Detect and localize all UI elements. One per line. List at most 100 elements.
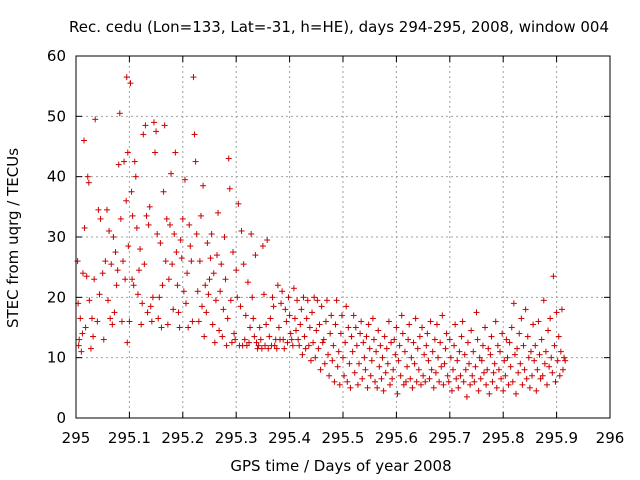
data-point	[92, 116, 99, 123]
data-point	[117, 215, 124, 222]
data-point	[178, 255, 185, 262]
data-point	[264, 237, 271, 244]
data-point	[529, 372, 536, 379]
data-point	[358, 318, 365, 325]
data-point	[209, 321, 216, 328]
data-point	[105, 297, 112, 304]
data-point	[196, 258, 203, 265]
data-point	[111, 309, 118, 316]
data-point	[319, 339, 326, 346]
data-point	[286, 312, 293, 319]
x-tick-label: 295.9	[535, 429, 578, 447]
data-point	[195, 318, 202, 325]
data-point	[184, 270, 191, 277]
data-point	[157, 240, 164, 247]
x-tick-labels: 295 295.1 295.2 295.3 295.4 295.5 295.6 295.7 29…	[62, 429, 625, 447]
x-tick-label: 295.3	[215, 429, 258, 447]
data-point	[392, 351, 399, 358]
data-point	[328, 312, 335, 319]
data-point	[312, 354, 319, 361]
data-point	[507, 363, 514, 370]
data-point	[107, 315, 114, 322]
data-point	[83, 273, 90, 280]
data-point	[321, 360, 328, 367]
data-point	[320, 336, 327, 343]
data-point	[416, 333, 423, 340]
data-point	[379, 354, 386, 361]
data-point	[504, 354, 511, 361]
data-point	[79, 330, 86, 337]
data-point	[242, 312, 249, 319]
data-point	[336, 381, 343, 388]
data-point	[490, 369, 497, 376]
data-point	[221, 234, 228, 240]
data-point	[113, 282, 120, 289]
data-point	[557, 348, 564, 355]
data-point	[375, 327, 382, 334]
data-point	[238, 227, 245, 234]
data-point	[486, 390, 493, 397]
data-point	[213, 252, 220, 259]
data-point	[509, 378, 516, 385]
data-point	[484, 366, 491, 373]
data-point	[474, 336, 481, 343]
data-point	[411, 360, 418, 367]
data-point	[506, 339, 513, 346]
data-point	[485, 345, 492, 352]
x-tick-label: 296	[596, 429, 625, 447]
data-point	[260, 291, 267, 298]
data-point	[451, 342, 458, 349]
data-point	[84, 173, 91, 180]
data-point	[329, 357, 336, 364]
data-point	[208, 230, 215, 237]
data-point	[361, 354, 368, 361]
data-point	[560, 366, 567, 373]
data-point	[326, 372, 333, 379]
data-point	[450, 366, 457, 373]
data-point	[345, 324, 352, 331]
x-tick-label: 295.5	[322, 429, 365, 447]
data-point	[147, 303, 154, 310]
y-tick-label: 30	[47, 228, 66, 246]
data-point	[95, 206, 102, 213]
data-point	[181, 176, 188, 183]
data-point	[170, 306, 177, 313]
data-point	[79, 270, 86, 277]
data-point	[342, 339, 349, 346]
data-point	[274, 282, 281, 289]
data-point	[298, 306, 305, 313]
data-point	[517, 360, 524, 367]
data-point	[546, 363, 553, 370]
data-point	[207, 255, 214, 262]
data-point	[427, 318, 434, 325]
data-point	[516, 330, 523, 337]
data-point	[247, 324, 254, 331]
data-point	[357, 330, 364, 337]
data-point	[262, 342, 269, 349]
data-point	[552, 378, 559, 385]
data-point	[384, 360, 391, 367]
data-point	[259, 243, 266, 250]
data-point	[201, 333, 208, 340]
data-point	[364, 384, 371, 391]
data-point	[380, 387, 387, 394]
data-point	[228, 339, 235, 346]
data-point	[145, 221, 152, 228]
data-point	[491, 360, 498, 367]
data-point	[556, 372, 563, 379]
data-point	[390, 366, 397, 373]
data-point	[255, 342, 262, 349]
data-point	[492, 318, 499, 325]
data-point	[176, 324, 183, 331]
data-point	[548, 354, 555, 361]
data-point	[189, 318, 196, 325]
data-point	[555, 333, 562, 340]
data-point	[115, 161, 122, 168]
data-point	[549, 369, 556, 376]
data-point	[446, 336, 453, 343]
data-point	[531, 357, 538, 364]
data-point	[153, 128, 160, 135]
data-point	[547, 315, 554, 322]
data-point	[520, 342, 527, 349]
data-point	[233, 267, 240, 274]
